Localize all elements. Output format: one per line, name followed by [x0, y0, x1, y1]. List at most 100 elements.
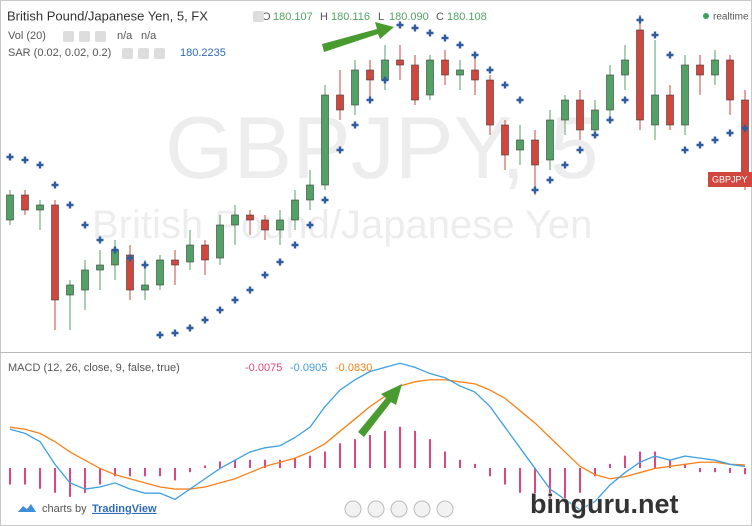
candle-body: [666, 94, 674, 126]
nav-buttons: [344, 500, 454, 518]
histogram-bar: [354, 439, 356, 469]
candle-body: [51, 204, 59, 301]
button[interactable]: [413, 500, 431, 518]
sar-point: [366, 96, 374, 104]
sar-point: [621, 96, 629, 104]
candle-body: [216, 224, 224, 259]
candle-body: [156, 259, 164, 286]
sar-point: [726, 129, 734, 137]
icon[interactable]: [79, 31, 90, 42]
histogram-bar: [159, 468, 161, 477]
icon[interactable]: [63, 31, 74, 42]
macd-value: -0.0905: [290, 362, 327, 374]
candle-body: [291, 199, 299, 221]
candle-body: [36, 204, 44, 211]
candle-body: [711, 59, 719, 76]
histogram-bar: [369, 435, 371, 469]
credit: charts by: [42, 503, 87, 515]
candle-body: [486, 79, 494, 126]
candle-body: [231, 214, 239, 226]
sar-point: [201, 316, 209, 324]
sar-point: [111, 246, 119, 254]
histogram-bar: [54, 468, 56, 493]
histogram-bar: [264, 459, 266, 469]
histogram-bar: [744, 468, 746, 475]
sar-point: [531, 186, 539, 194]
candle-body: [471, 69, 479, 81]
histogram-bar: [699, 468, 701, 473]
histogram-bar: [684, 463, 686, 469]
histogram-bar: [84, 468, 86, 493]
candle-body: [426, 59, 434, 96]
sar-point: [156, 331, 164, 339]
button[interactable]: [390, 500, 408, 518]
candle-body: [636, 29, 644, 121]
status-dot: [703, 13, 709, 19]
histogram-bar: [579, 468, 581, 493]
sar-point: [426, 29, 434, 37]
candle-body: [321, 94, 329, 186]
macd-value: -0.0830: [335, 362, 372, 374]
brand-link[interactable]: TradingView: [92, 503, 157, 515]
macd-pane: -0.0075 -0.0905 -0.0830: [9, 362, 746, 511]
histogram-bar: [204, 465, 206, 469]
histogram-bar: [189, 468, 191, 473]
button[interactable]: [344, 500, 362, 518]
icon[interactable]: [95, 31, 106, 42]
histogram-bar: [249, 459, 251, 469]
histogram-bar: [114, 468, 116, 477]
ohlc-key: C: [436, 11, 444, 23]
volume-value: n/a: [141, 30, 157, 42]
sar-point: [681, 146, 689, 154]
sar-point: [561, 161, 569, 169]
sar-point: [606, 116, 614, 124]
histogram-bar: [279, 459, 281, 469]
sar-point: [21, 156, 29, 164]
icon[interactable]: [122, 48, 133, 59]
sar-point: [441, 34, 449, 42]
sar-point: [306, 221, 314, 229]
candle-body: [21, 194, 29, 211]
histogram-bar: [129, 468, 131, 477]
histogram-bar: [324, 451, 326, 469]
symbol-badge: [708, 172, 752, 187]
sar-point: [636, 16, 644, 24]
sar-point: [36, 161, 44, 169]
sar-point: [141, 261, 149, 269]
candle-body: [141, 284, 149, 291]
sar-point: [216, 306, 224, 314]
histogram-bar: [519, 468, 521, 493]
ohlc-key: H: [320, 11, 328, 23]
icon[interactable]: [253, 11, 264, 22]
candle-body: [501, 124, 509, 156]
candle-body: [651, 94, 659, 126]
sar-point: [126, 254, 134, 262]
candle-body: [261, 219, 269, 231]
sar-point: [246, 286, 254, 294]
button[interactable]: [436, 500, 454, 518]
sar-point: [396, 21, 404, 29]
sar-point: [6, 153, 14, 161]
histogram-bar: [144, 468, 146, 477]
histogram-bar: [9, 468, 11, 485]
watermark: GBPJPY, 5: [165, 98, 599, 197]
volume-name: Vol (20): [8, 30, 46, 42]
histogram-bar: [174, 468, 176, 481]
sar-point: [276, 258, 284, 266]
candle-body: [366, 69, 374, 81]
histogram-bar: [234, 459, 236, 469]
histogram-bar: [474, 463, 476, 469]
histogram-bar: [39, 468, 41, 489]
sar-point: [261, 271, 269, 279]
sar-point: [231, 296, 239, 304]
candle-body: [516, 139, 524, 151]
button[interactable]: [367, 500, 385, 518]
candle-body: [456, 69, 464, 76]
histogram-bar: [384, 430, 386, 469]
icon[interactable]: [138, 48, 149, 59]
sar-point: [471, 51, 479, 59]
logo: [18, 504, 36, 512]
candle-body: [96, 264, 104, 271]
icon[interactable]: [154, 48, 165, 59]
